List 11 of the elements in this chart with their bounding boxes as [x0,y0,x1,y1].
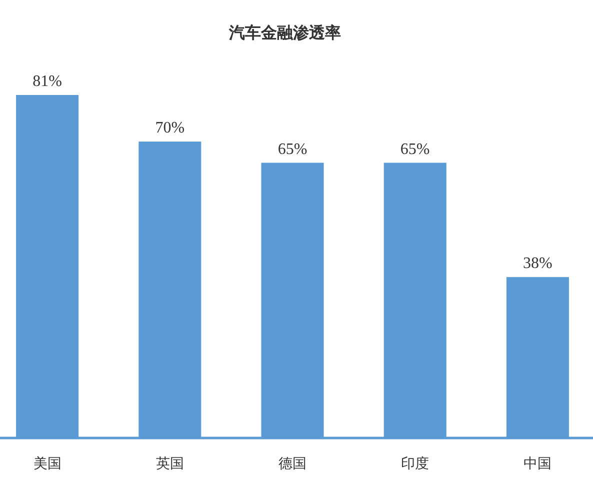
data-label: 65% [278,140,308,158]
x-tick-label: 德国 [278,456,306,472]
x-tick-label: 中国 [524,456,552,472]
chart-title: 汽车金融渗透率 [228,23,341,42]
data-label: 65% [400,140,430,158]
x-tick-label: 英国 [156,456,184,472]
data-label: 38% [523,255,552,272]
x-tick-label: 印度 [401,456,430,472]
data-label: 81% [32,73,62,90]
data-label: 70% [155,120,185,137]
x-tick-label: 美国 [33,456,62,472]
